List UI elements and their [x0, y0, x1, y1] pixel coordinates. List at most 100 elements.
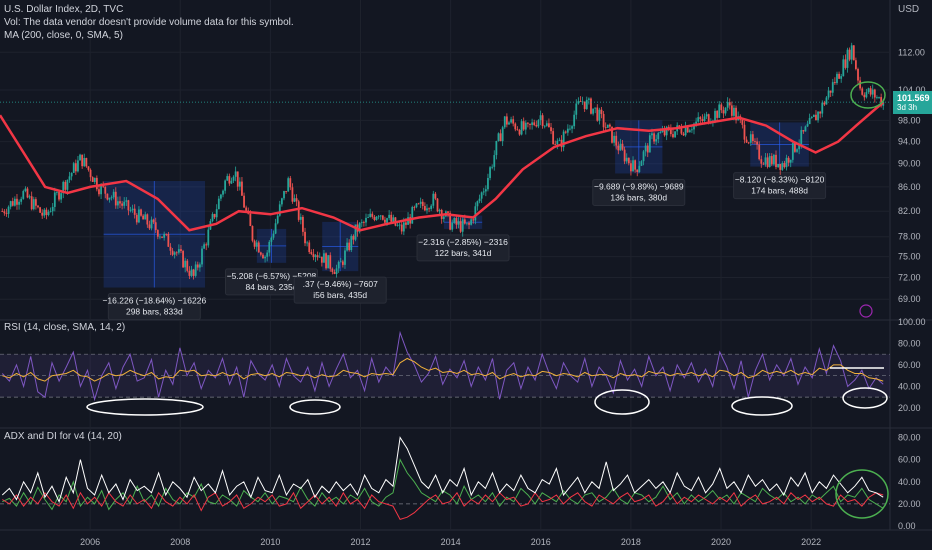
- candle-body: [806, 124, 809, 127]
- candle-body: [407, 217, 409, 225]
- candle-body: [794, 143, 796, 152]
- candle-body: [402, 222, 405, 232]
- candle-body: [26, 188, 29, 198]
- candle-body: [331, 268, 334, 272]
- candle-body: [491, 166, 494, 168]
- candle-body: [812, 114, 815, 117]
- candle-body: [796, 149, 798, 152]
- time-tick-label: 2018: [621, 537, 641, 547]
- candle-body: [287, 178, 290, 192]
- candle-body: [190, 269, 193, 276]
- candle-body: [104, 186, 107, 194]
- range-bars-label: 84 bars, 235d: [246, 282, 298, 292]
- candle-body: [121, 203, 124, 206]
- candle-body: [32, 199, 35, 210]
- candle-body: [758, 144, 761, 160]
- candle-body: [43, 209, 46, 216]
- candle-body: [203, 244, 206, 249]
- candle-body: [728, 102, 731, 106]
- candle-body: [426, 208, 428, 211]
- candle-body: [415, 203, 418, 208]
- annotation-ellipse: [731, 396, 793, 416]
- candle-body: [114, 191, 117, 206]
- candle-body: [283, 191, 285, 199]
- adx-tick-label: 20.00: [898, 499, 921, 509]
- candle-body: [573, 114, 576, 127]
- candle-body: [138, 209, 140, 223]
- candle-body: [352, 235, 355, 240]
- candle-body: [463, 219, 466, 224]
- candle-body: [375, 216, 378, 221]
- candle-body: [787, 157, 790, 163]
- candle-body: [295, 198, 298, 202]
- candle-body: [705, 114, 708, 117]
- candle-body: [562, 131, 565, 148]
- candle-body: [836, 73, 838, 84]
- candle-body: [640, 161, 643, 166]
- candle-body: [308, 242, 311, 253]
- time-tick-label: 2006: [80, 537, 100, 547]
- candle-body: [165, 233, 168, 235]
- rsi-line: [1, 330, 884, 402]
- candle-body: [396, 225, 399, 226]
- candle-body: [154, 222, 157, 231]
- candle-body: [829, 90, 832, 93]
- candle-body: [867, 88, 870, 93]
- candle-body: [224, 180, 227, 191]
- candle-body: [865, 92, 868, 98]
- candle-body: [604, 127, 607, 129]
- adx-tick-label: 40.00: [898, 477, 921, 487]
- candle-body: [98, 189, 100, 195]
- candle-body: [354, 224, 357, 240]
- candle-body: [798, 144, 801, 150]
- candle-body: [815, 114, 817, 121]
- candle-body: [39, 207, 41, 213]
- candle-body: [144, 214, 147, 220]
- candle-body: [720, 104, 723, 111]
- candle-body: [863, 94, 866, 98]
- candle-body: [201, 248, 203, 265]
- candle-body: [745, 139, 748, 143]
- candle-body: [590, 98, 592, 114]
- price-tick-label: 94.00: [898, 137, 921, 147]
- adx-legend: ADX and DI for v4 (14, 20): [4, 431, 122, 442]
- candle-body: [371, 213, 374, 217]
- candle-body: [852, 45, 855, 61]
- candle-body: [346, 242, 348, 251]
- candle-body: [686, 126, 689, 133]
- candle-body: [533, 122, 536, 125]
- candle-body: [545, 123, 548, 126]
- rsi-tick-label: 40.00: [898, 381, 921, 391]
- candle-body: [182, 250, 184, 268]
- candle-body: [377, 216, 380, 218]
- candle-body: [827, 90, 830, 98]
- candle-body: [442, 216, 445, 219]
- time-tick-label: 2014: [441, 537, 461, 547]
- candle-body: [747, 142, 750, 144]
- candle-body: [674, 131, 676, 138]
- candle-body: [148, 224, 151, 229]
- candle-body: [276, 215, 279, 224]
- price-tick-label: 69.00: [898, 294, 921, 304]
- candle-body: [657, 133, 660, 140]
- candle-body: [733, 107, 735, 116]
- candle-body: [232, 176, 235, 181]
- candle-body: [5, 213, 8, 214]
- candle-body: [541, 115, 544, 126]
- candle-body: [859, 80, 862, 89]
- candle-body: [64, 181, 67, 190]
- candle-body: [552, 131, 555, 145]
- candle-body: [609, 124, 611, 127]
- candle-body: [68, 176, 71, 180]
- candle-body: [468, 222, 470, 225]
- candle-body: [161, 236, 163, 238]
- candle-body: [49, 211, 52, 213]
- candle-body: [310, 252, 313, 254]
- candle-body: [691, 129, 693, 131]
- candle-body: [619, 143, 622, 151]
- candle-body: [623, 149, 626, 162]
- candle-body: [360, 222, 363, 224]
- candle-body: [833, 82, 836, 84]
- range-bars-label: 298 bars, 833d: [126, 307, 183, 317]
